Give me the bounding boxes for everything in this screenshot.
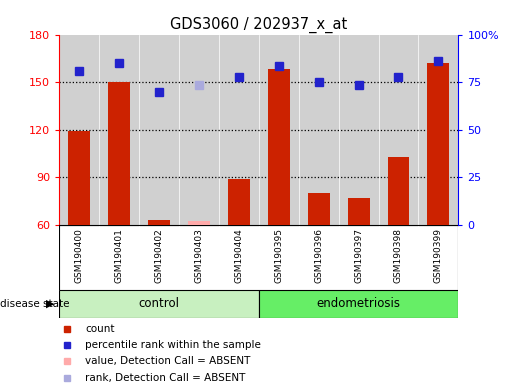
Bar [348,198,370,225]
Bar [139,35,179,225]
Bar [68,131,90,225]
Bar [179,35,219,225]
Title: GDS3060 / 202937_x_at: GDS3060 / 202937_x_at [170,17,348,33]
Text: GSM190404: GSM190404 [234,228,243,283]
Bar [59,290,259,318]
Text: disease state: disease state [0,299,70,309]
Text: value, Detection Call = ABSENT: value, Detection Call = ABSENT [85,356,250,366]
Bar [99,35,139,225]
Bar [387,157,409,225]
Bar [299,35,339,225]
Bar [259,35,299,225]
Bar [307,193,330,225]
Text: GSM190401: GSM190401 [115,228,124,283]
Bar [108,82,130,225]
Bar [228,179,250,225]
Text: GSM190402: GSM190402 [154,228,163,283]
Text: GSM190396: GSM190396 [314,228,323,283]
Text: ▶: ▶ [46,299,55,309]
Bar [427,63,450,225]
Text: control: control [139,297,180,310]
Text: GSM190400: GSM190400 [75,228,83,283]
Bar [148,220,170,225]
Text: GSM190398: GSM190398 [394,228,403,283]
Bar [268,70,290,225]
Bar [188,222,210,225]
Bar [259,290,458,318]
Bar [379,35,418,225]
Text: rank, Detection Call = ABSENT: rank, Detection Call = ABSENT [85,373,246,383]
Text: GSM190397: GSM190397 [354,228,363,283]
Text: GSM190403: GSM190403 [195,228,203,283]
Text: GSM190395: GSM190395 [274,228,283,283]
Bar [59,35,99,225]
Bar [418,35,458,225]
Bar [219,35,259,225]
Text: GSM190399: GSM190399 [434,228,443,283]
Bar [339,35,379,225]
Text: endometriosis: endometriosis [317,297,401,310]
Text: count: count [85,324,115,334]
Text: percentile rank within the sample: percentile rank within the sample [85,340,261,350]
